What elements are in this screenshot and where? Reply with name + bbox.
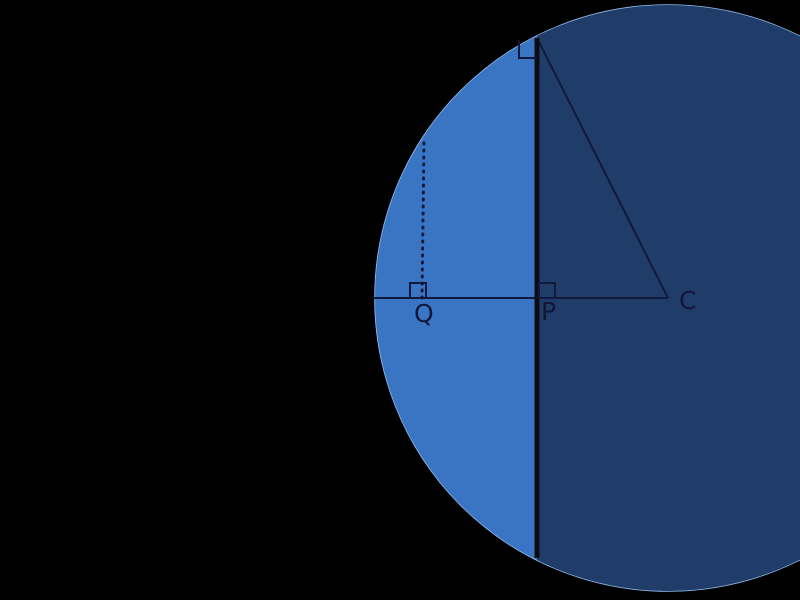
radius-line (536, 37, 669, 299)
right-angle-at-top-icon (518, 40, 537, 59)
right-sector-fill (537, 5, 800, 591)
right-angle-at-P-icon (538, 282, 556, 299)
point-label-C: C (679, 286, 696, 315)
point-label-Q: Q (414, 299, 434, 328)
point-label-P: P (541, 297, 556, 326)
dotted-perpendicular-line (420, 138, 426, 300)
right-angle-at-Q-icon (409, 282, 427, 299)
